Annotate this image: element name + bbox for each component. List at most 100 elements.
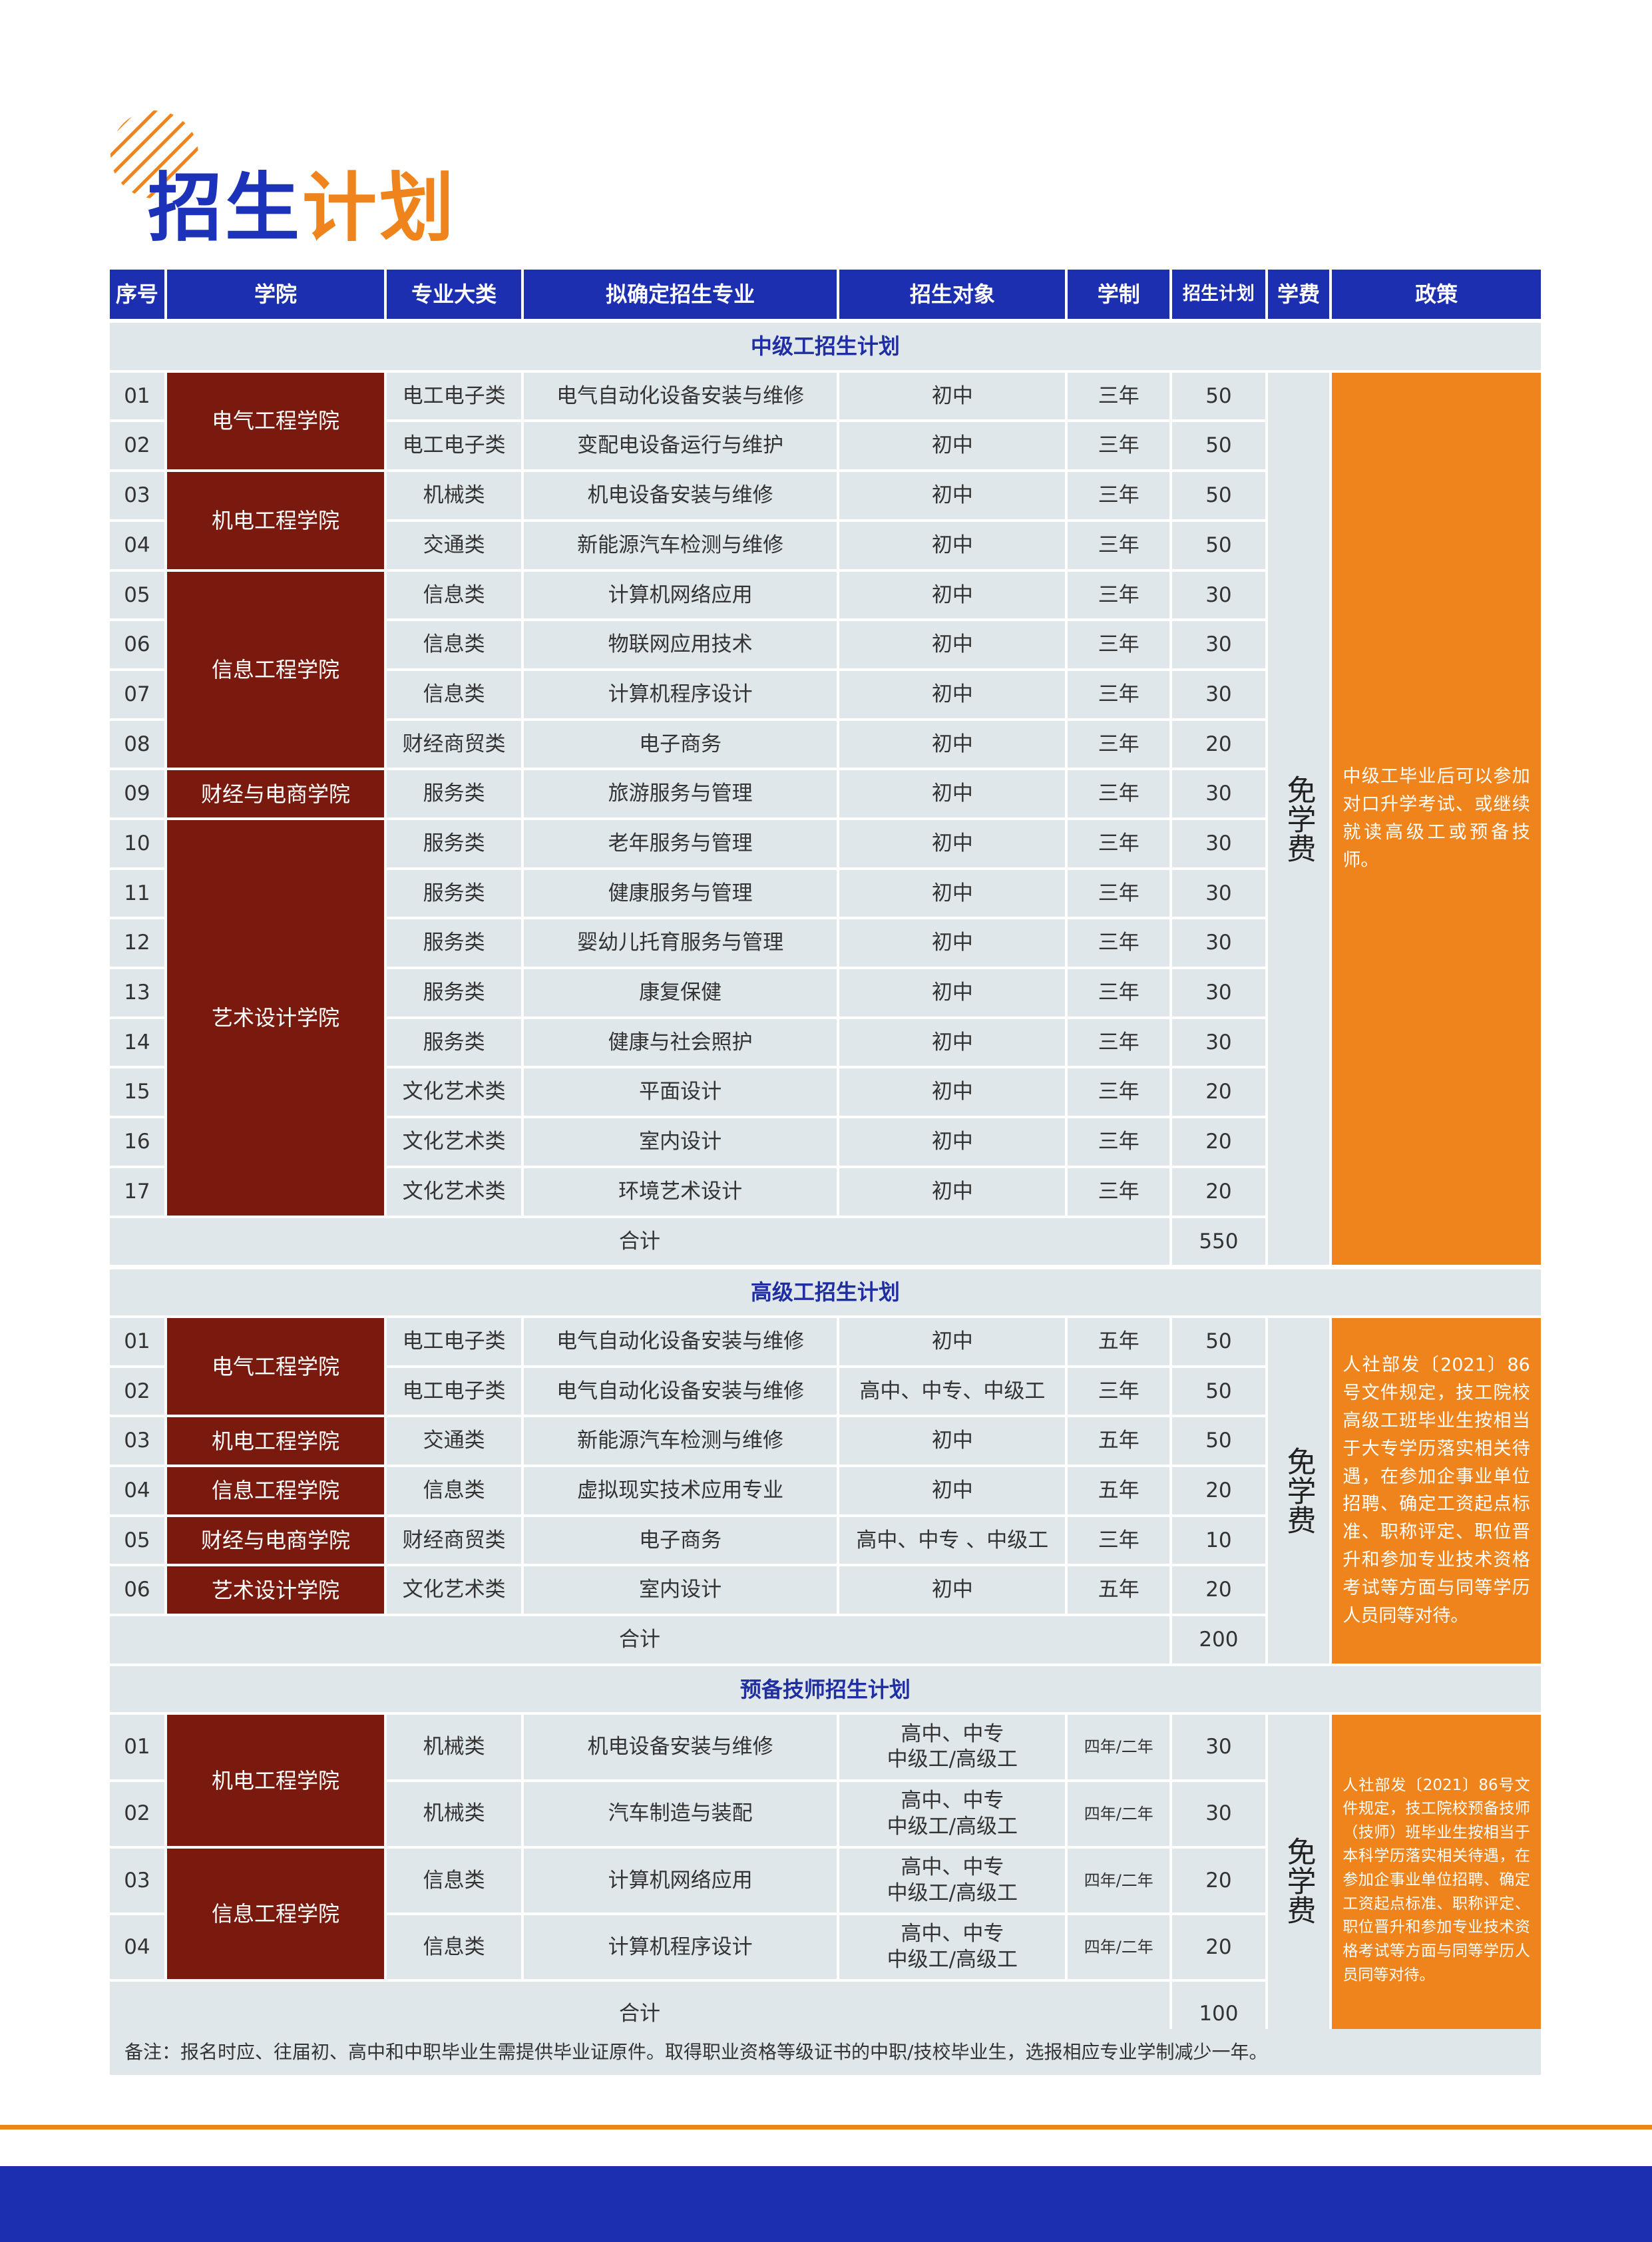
target-line: 高中、中专、中级工 <box>859 1379 1046 1403</box>
duration: 五年 <box>1068 1467 1170 1514</box>
college: 信息工程学院 <box>166 1467 385 1514</box>
row-number: 05 <box>110 571 164 619</box>
plan: 50 <box>1172 372 1265 420</box>
duration: 三年 <box>1068 571 1170 619</box>
target: 初中 <box>839 472 1066 519</box>
major: 变配电设备运行与维护 <box>524 422 837 470</box>
duration: 五年 <box>1068 1566 1170 1614</box>
major: 电气自动化设备安装与维修 <box>524 372 837 420</box>
plan: 20 <box>1172 1566 1265 1614</box>
major: 汽车制造与装配 <box>524 1781 837 1846</box>
row-number: 17 <box>110 1168 164 1216</box>
target-line: 初中 <box>931 1329 973 1353</box>
major: 计算机程序设计 <box>524 670 837 718</box>
target: 高中、中专 、中级工 <box>839 1516 1066 1564</box>
college: 财经与电商学院 <box>166 770 385 817</box>
target: 高中、中专 中级工/高级工 <box>839 1848 1066 1913</box>
column-header: 专业大类 <box>387 270 522 319</box>
major: 室内设计 <box>524 1566 837 1614</box>
target-line: 初中 <box>931 881 973 905</box>
plan: 50 <box>1172 521 1265 569</box>
major: 电子商务 <box>524 720 837 768</box>
target-line: 初中 <box>931 483 973 508</box>
target: 初中 <box>839 919 1066 967</box>
major: 老年服务与管理 <box>524 820 837 867</box>
duration: 三年 <box>1068 472 1170 519</box>
target-line: 初中 <box>931 981 973 1005</box>
target-line: 初中 <box>931 682 973 706</box>
footer-band <box>0 2166 1652 2242</box>
duration: 三年 <box>1068 820 1170 867</box>
duration: 三年 <box>1068 770 1170 817</box>
target-line: 初中 <box>931 632 973 657</box>
target: 初中 <box>839 1018 1066 1066</box>
category: 文化艺术类 <box>387 1566 522 1614</box>
category: 服务类 <box>387 770 522 817</box>
college: 电气工程学院 <box>166 372 385 470</box>
row-number: 01 <box>110 372 164 420</box>
plan: 10 <box>1172 1516 1265 1564</box>
target: 初中 <box>839 521 1066 569</box>
target: 初中 <box>839 670 1066 718</box>
major: 电气自动化设备安装与维修 <box>524 1367 837 1415</box>
row-number: 04 <box>110 521 164 569</box>
target-line: 初中 <box>931 533 973 557</box>
row-number: 12 <box>110 919 164 967</box>
category: 信息类 <box>387 1915 522 1980</box>
row-number: 02 <box>110 422 164 470</box>
major: 健康与社会照护 <box>524 1018 837 1066</box>
total: 550 <box>1172 1218 1265 1265</box>
duration: 三年 <box>1068 521 1170 569</box>
category: 服务类 <box>387 869 522 917</box>
target: 初中 <box>839 1467 1066 1514</box>
target-line: 高中、中专 <box>901 1788 1004 1813</box>
major: 计算机网络应用 <box>524 1848 837 1913</box>
duration: 三年 <box>1068 621 1170 668</box>
plan: 20 <box>1172 1848 1265 1913</box>
plan: 30 <box>1172 919 1265 967</box>
row-number: 01 <box>110 1715 164 1779</box>
duration: 三年 <box>1068 919 1170 967</box>
target: 初中 <box>839 1317 1066 1365</box>
plan: 50 <box>1172 472 1265 519</box>
row-number: 14 <box>110 1018 164 1066</box>
college: 机电工程学院 <box>166 1715 385 1846</box>
category: 电工电子类 <box>387 422 522 470</box>
target-line: 初中 <box>931 1179 973 1204</box>
row-number: 05 <box>110 1516 164 1564</box>
row-number: 08 <box>110 720 164 768</box>
row-number: 15 <box>110 1068 164 1116</box>
major: 计算机程序设计 <box>524 1915 837 1980</box>
target-line: 中级工/高级工 <box>887 1881 1018 1905</box>
major: 机电设备安装与维修 <box>524 472 837 519</box>
column-header: 拟确定招生专业 <box>524 270 837 319</box>
category: 机械类 <box>387 1781 522 1846</box>
fee: 免学费 <box>1267 372 1330 1265</box>
plan: 20 <box>1172 1068 1265 1116</box>
target-line: 中级工/高级工 <box>887 1948 1018 1972</box>
policy: 中级工毕业后可以参加对口升学考试、或继续就读高级工或预备技师。 <box>1332 372 1541 1265</box>
college: 机电工程学院 <box>166 1417 385 1464</box>
major: 旅游服务与管理 <box>524 770 837 817</box>
category: 信息类 <box>387 621 522 668</box>
major: 新能源汽车检测与维修 <box>524 521 837 569</box>
target: 初中 <box>839 820 1066 867</box>
duration: 五年 <box>1068 1317 1170 1365</box>
category: 服务类 <box>387 1018 522 1066</box>
major: 物联网应用技术 <box>524 621 837 668</box>
duration: 三年 <box>1068 969 1170 1016</box>
target: 高中、中专 中级工/高级工 <box>839 1715 1066 1779</box>
duration: 三年 <box>1068 720 1170 768</box>
duration: 四年/二年 <box>1068 1781 1170 1846</box>
column-header: 招生计划 <box>1172 270 1265 319</box>
duration: 三年 <box>1068 1068 1170 1116</box>
major: 室内设计 <box>524 1118 837 1166</box>
duration: 三年 <box>1068 1118 1170 1166</box>
duration: 三年 <box>1068 372 1170 420</box>
category: 信息类 <box>387 1848 522 1913</box>
plan: 30 <box>1172 770 1265 817</box>
column-header: 序号 <box>110 270 164 319</box>
target-line: 初中 <box>931 782 973 806</box>
duration: 三年 <box>1068 1367 1170 1415</box>
